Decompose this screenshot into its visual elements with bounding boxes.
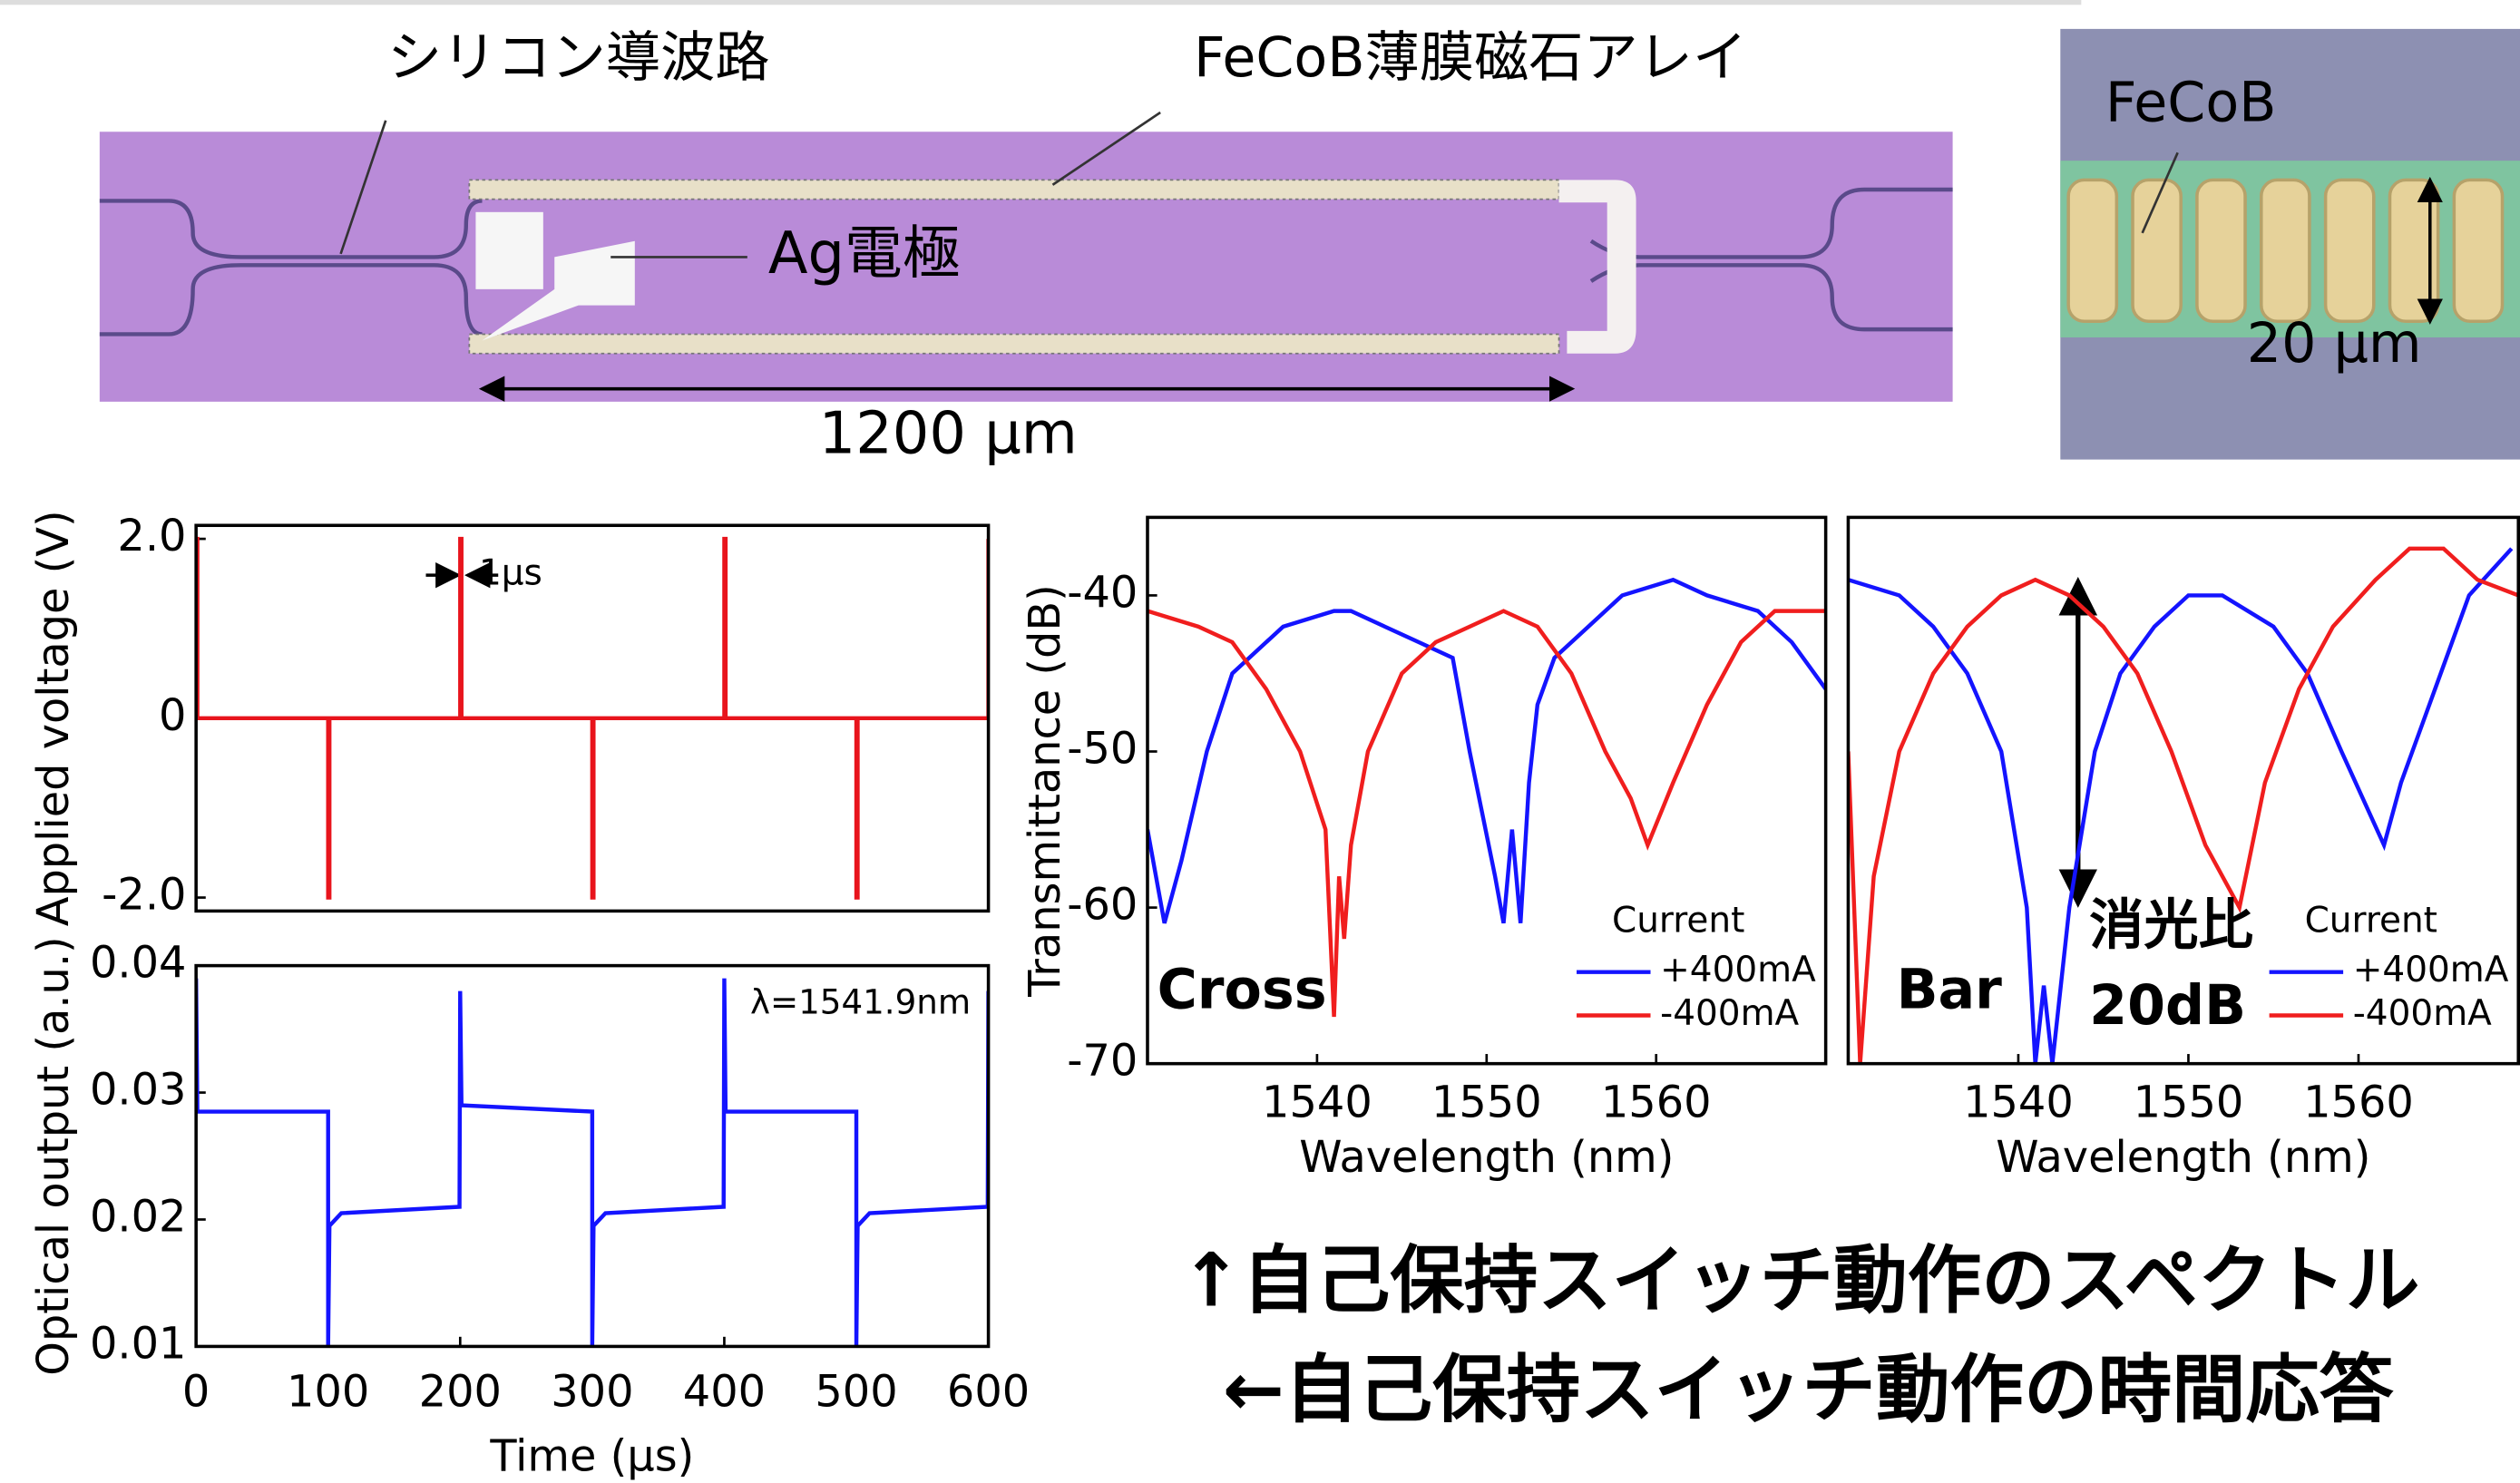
legend-label: -400mA [1660,993,1799,1034]
caption: ←自己保持スイッチ動作の時間応答 [1223,1347,2394,1433]
caption: ↑自己保持スイッチ動作のスペクトル [1180,1238,2419,1324]
annotation: 1μs [479,553,542,594]
y-tick-label: 0.03 [90,1066,187,1116]
legend-title: Current [2305,900,2437,941]
x-tick-label: 100 [287,1368,369,1418]
device-photo [100,112,1953,402]
legend-label: -400mA [2353,993,2492,1034]
y-tick-label: -2.0 [102,871,186,921]
data-line [196,539,988,897]
x-axis-label: Wavelength (nm) [1299,1133,1674,1183]
magnet-label: FeCoB薄膜磁石アレイ [1194,26,1747,90]
top-strip [0,0,2081,5]
x-tick-label: 600 [947,1368,1030,1418]
annotation: λ=1541.9nm [750,982,971,1022]
y-tick-label: 0.04 [90,939,187,989]
y-tick-label: -70 [1067,1037,1138,1087]
y-tick-label: 0 [159,691,186,741]
y-tick-label: 0.02 [90,1192,187,1242]
data-line [196,979,988,1347]
y-tick-label: 2.0 [117,512,186,561]
x-tick-label: 200 [419,1368,502,1418]
x-tick-label: 1560 [1601,1078,1712,1128]
x-tick-label: 1550 [1431,1078,1542,1128]
x-tick-label: 0 [182,1368,210,1418]
body: {"photos": {"waveguide_label": "シリコン導波路"… [0,0,2520,1483]
annotation: Bar [1897,958,2003,1021]
y-tick-label: -50 [1067,725,1138,775]
legend-label: +400mA [1660,950,1816,990]
annotation: 20dB [2089,974,2246,1038]
y-tick-label: -60 [1067,881,1138,931]
x-tick-label: 400 [683,1368,766,1418]
figure: シリコン導波路 FeCoB薄膜磁石アレイ Ag電極 1200 μm FeCoB … [0,0,2520,1483]
x-tick-label: 1540 [1963,1078,2074,1128]
x-tick-label: 1540 [1262,1078,1372,1128]
electrode-label: Ag電極 [768,220,961,288]
x-axis-label: Time (μs) [489,1431,694,1481]
length-label: 1200 μm [819,400,1078,467]
y-axis-label: Applied voltage (V) [29,510,79,926]
x-tick-label: 1560 [2303,1078,2414,1128]
waveguide-label: シリコン導波路 [387,26,770,90]
x-tick-label: 300 [551,1368,633,1418]
inset-width-label: 20 μm [2247,312,2422,376]
y-axis-label: Optical output (a.u.) [29,936,79,1375]
y-axis-label: Transmittance (dB) [1021,584,1070,998]
legend-label: +400mA [2353,950,2509,990]
page: html, body { margin: 0; padding: 0; back… [0,0,2520,1483]
annotation: 消光比 [2089,893,2253,957]
legend-title: Current [1612,900,1744,941]
annotation: Cross [1157,958,1327,1021]
x-tick-label: 1550 [2134,1078,2244,1128]
x-axis-label: Wavelength (nm) [1996,1133,2370,1183]
y-tick-label: -40 [1067,568,1138,618]
x-tick-label: 500 [815,1368,897,1418]
y-tick-label: 0.01 [90,1319,187,1369]
inset-material-label: FeCoB [2105,72,2277,135]
data-line [1148,580,1826,923]
